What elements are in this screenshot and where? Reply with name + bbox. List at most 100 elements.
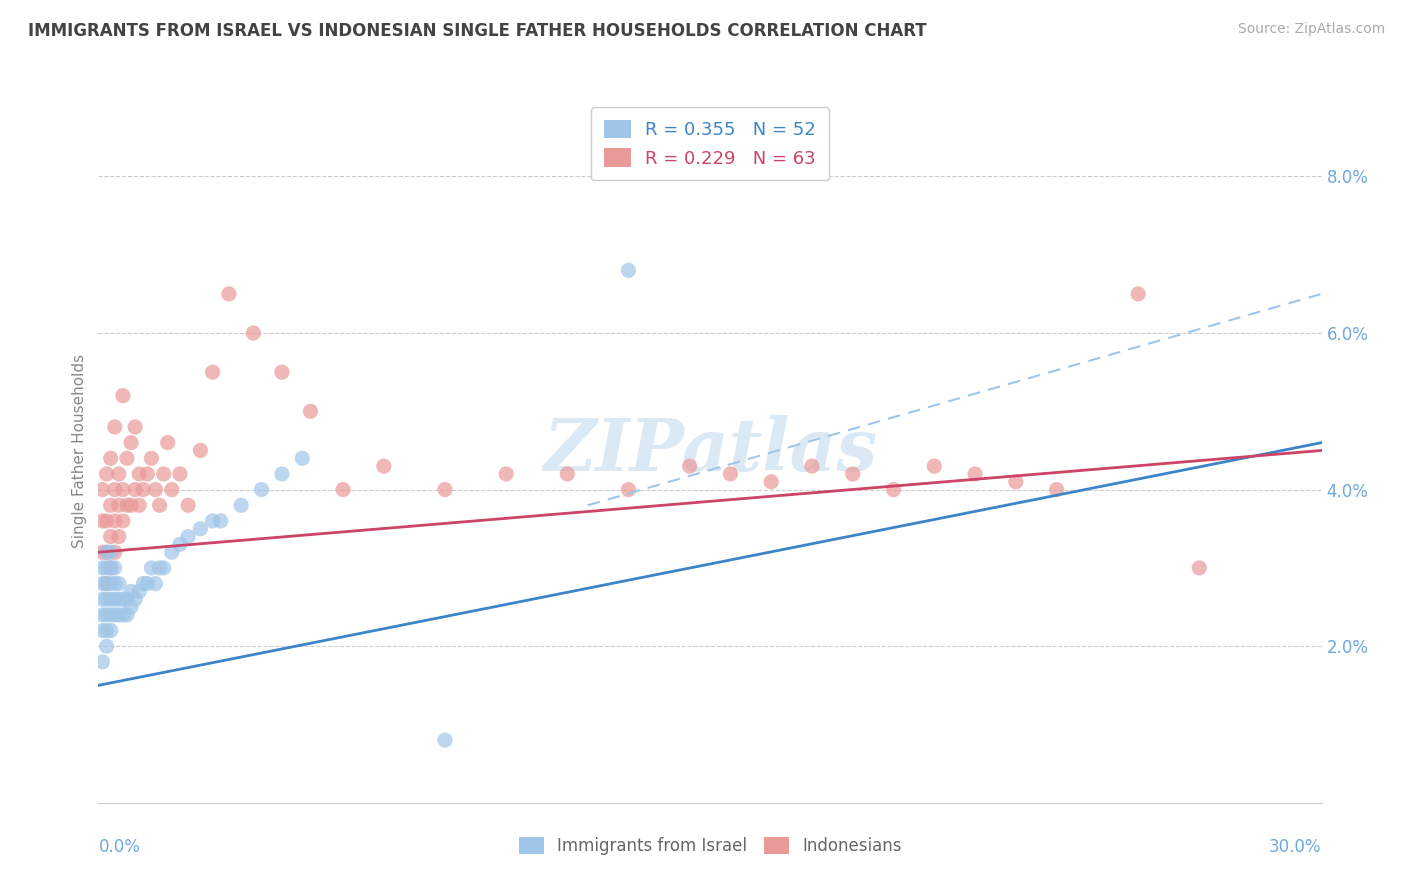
Point <box>100 576 122 591</box>
Point <box>100 561 122 575</box>
Point <box>91 483 114 497</box>
Point <box>111 483 134 497</box>
Point <box>108 467 131 481</box>
Point <box>120 584 142 599</box>
Point <box>104 420 127 434</box>
Point <box>218 286 240 301</box>
Point <box>1128 286 1150 301</box>
Point <box>104 592 127 607</box>
Point <box>111 607 134 622</box>
Point <box>177 530 200 544</box>
Point <box>115 498 138 512</box>
Point <box>299 404 322 418</box>
Point <box>1004 475 1026 489</box>
Point <box>96 592 118 607</box>
Point <box>801 459 824 474</box>
Point <box>128 584 150 599</box>
Point <box>1188 561 1211 575</box>
Point <box>120 600 142 615</box>
Point <box>100 530 122 544</box>
Point <box>177 498 200 512</box>
Point <box>145 576 167 591</box>
Point <box>141 561 163 575</box>
Point <box>128 498 150 512</box>
Point <box>111 514 134 528</box>
Point <box>250 483 273 497</box>
Point <box>115 451 138 466</box>
Point <box>679 459 702 474</box>
Point <box>242 326 264 340</box>
Point <box>120 498 142 512</box>
Point <box>373 459 395 474</box>
Point <box>108 498 131 512</box>
Point <box>115 592 138 607</box>
Legend: Immigrants from Israel, Indonesians: Immigrants from Israel, Indonesians <box>512 830 908 862</box>
Point <box>124 483 146 497</box>
Point <box>115 607 138 622</box>
Point <box>91 624 114 638</box>
Point <box>124 592 146 607</box>
Point <box>100 624 122 638</box>
Point <box>495 467 517 481</box>
Point <box>209 514 232 528</box>
Point <box>841 467 863 481</box>
Text: IMMIGRANTS FROM ISRAEL VS INDONESIAN SINGLE FATHER HOUSEHOLDS CORRELATION CHART: IMMIGRANTS FROM ISRAEL VS INDONESIAN SIN… <box>28 22 927 40</box>
Point <box>160 483 183 497</box>
Point <box>188 522 212 536</box>
Text: 30.0%: 30.0% <box>1270 838 1322 856</box>
Point <box>169 467 191 481</box>
Point <box>617 263 640 277</box>
Point <box>136 576 159 591</box>
Point <box>100 451 122 466</box>
Point <box>91 607 114 622</box>
Point <box>761 475 783 489</box>
Point <box>201 514 224 528</box>
Point <box>108 576 131 591</box>
Point <box>188 443 212 458</box>
Point <box>169 537 191 551</box>
Point <box>96 514 118 528</box>
Point <box>201 365 224 379</box>
Point <box>152 467 174 481</box>
Point <box>132 576 155 591</box>
Point <box>883 483 905 497</box>
Point <box>100 592 122 607</box>
Point <box>132 483 155 497</box>
Point <box>100 561 122 575</box>
Point <box>104 576 127 591</box>
Point <box>555 467 579 481</box>
Point <box>91 592 114 607</box>
Point <box>152 561 174 575</box>
Point <box>96 576 118 591</box>
Point <box>332 483 354 497</box>
Point <box>128 467 150 481</box>
Point <box>91 561 114 575</box>
Point <box>91 545 114 559</box>
Point <box>141 451 163 466</box>
Point <box>104 561 127 575</box>
Point <box>96 545 118 559</box>
Point <box>100 607 122 622</box>
Point <box>291 451 314 466</box>
Point <box>96 576 118 591</box>
Point <box>104 514 127 528</box>
Point <box>270 467 294 481</box>
Point <box>718 467 742 481</box>
Point <box>100 545 122 559</box>
Point <box>104 607 127 622</box>
Point <box>270 365 294 379</box>
Point <box>104 545 127 559</box>
Point <box>96 639 118 653</box>
Point <box>434 483 457 497</box>
Point <box>231 498 253 512</box>
Point <box>96 561 118 575</box>
Point <box>100 498 122 512</box>
Point <box>111 389 134 403</box>
Point <box>96 467 118 481</box>
Text: 0.0%: 0.0% <box>98 838 141 856</box>
Text: ZIPatlas: ZIPatlas <box>543 415 877 486</box>
Point <box>149 498 172 512</box>
Point <box>108 607 131 622</box>
Point <box>617 483 640 497</box>
Point <box>145 483 167 497</box>
